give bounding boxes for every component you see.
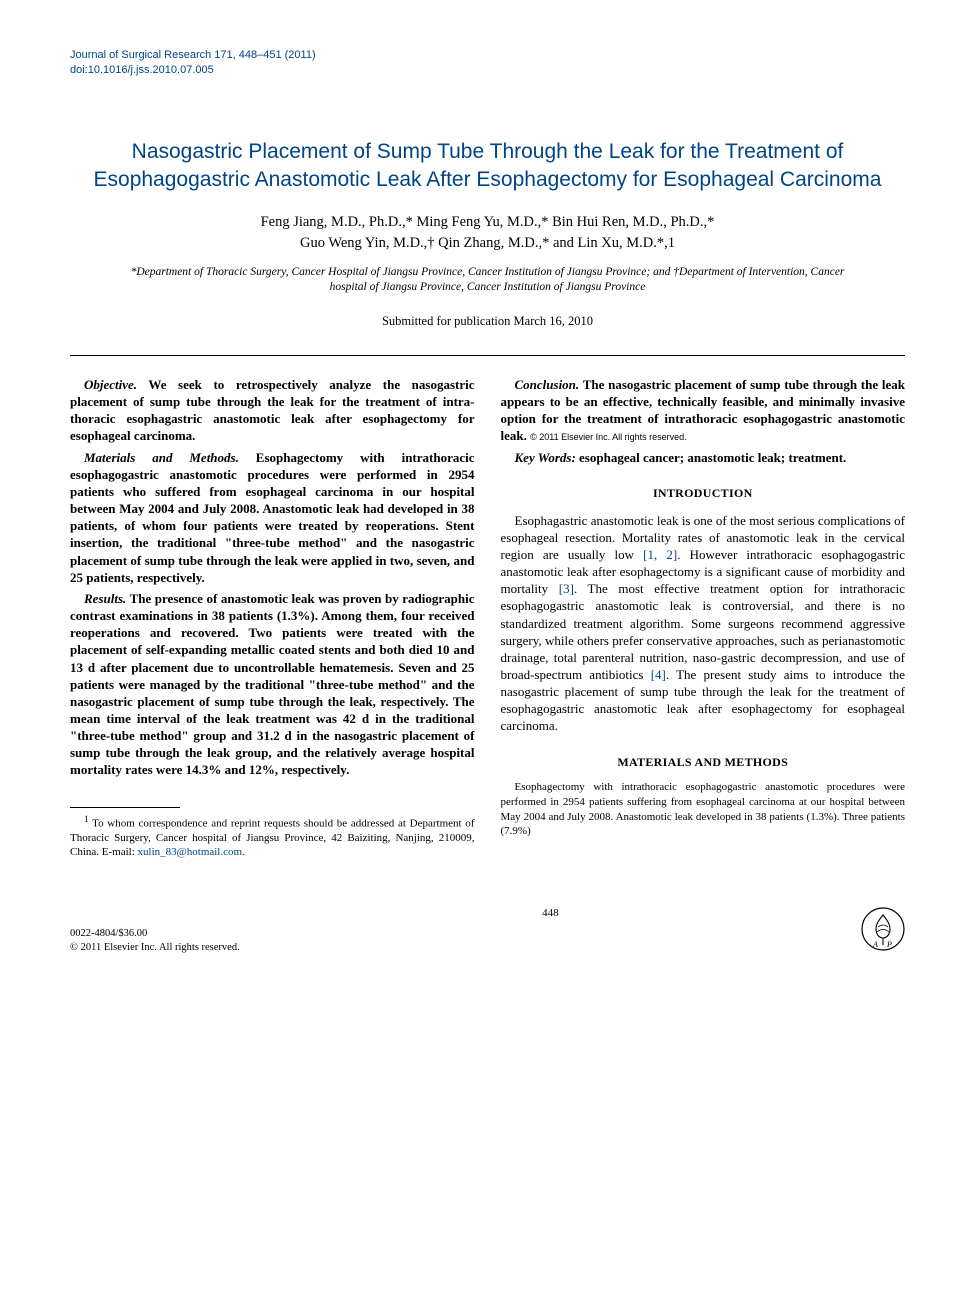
journal-citation: Journal of Surgical Research 171, 448–45…: [70, 48, 905, 63]
publisher-logo: A P: [861, 907, 905, 954]
affiliations: *Department of Thoracic Surgery, Cancer …: [118, 265, 858, 296]
left-column: Objective. We seek to retrospectively an…: [70, 376, 475, 859]
journal-doi: doi:10.1016/j.jss.2010.07.005: [70, 63, 905, 78]
svg-text:A: A: [872, 940, 878, 949]
page-number: 448: [542, 907, 559, 919]
authors: Feng Jiang, M.D., Ph.D.,* Ming Feng Yu, …: [70, 212, 905, 253]
abstract-conclusion: Conclusion. The nasogastric placement of…: [501, 376, 906, 445]
abstract-results-text: The presence of anastomotic leak was pro…: [70, 591, 475, 778]
correspondence-footnote: 1 To whom correspondence and reprint req…: [70, 814, 475, 860]
divider-rule: [70, 355, 905, 356]
abstract-methods-text: Esophagectomy with intrathoracic esophag…: [70, 450, 475, 585]
methods-paragraph: Esophagectomy with intrathoracic esophag…: [501, 780, 906, 838]
abstract-copyright: © 2011 Elsevier Inc. All rights reserved…: [530, 432, 687, 442]
footer-copyright: © 2011 Elsevier Inc. All rights reserved…: [70, 941, 240, 955]
page-footer: 0022-4804/$36.00 © 2011 Elsevier Inc. Al…: [70, 907, 905, 954]
abstract-conclusion-label: Conclusion.: [515, 377, 580, 392]
authors-line-2: Guo Weng Yin, M.D.,† Qin Zhang, M.D.,* a…: [70, 233, 905, 253]
svg-text:P: P: [886, 940, 892, 949]
abstract-results: Results. The presence of anastomotic lea…: [70, 590, 475, 779]
introduction-heading: INTRODUCTION: [501, 486, 906, 502]
footer-left: 0022-4804/$36.00 © 2011 Elsevier Inc. Al…: [70, 927, 240, 954]
footer-issn: 0022-4804/$36.00: [70, 927, 240, 941]
abstract-methods-label: Materials and Methods.: [84, 450, 239, 465]
footnote-text: To whom correspondence and reprint reque…: [70, 817, 475, 858]
footnote-marker: 1: [84, 814, 89, 824]
footnote-email-link[interactable]: xulin_83@hotmail.com.: [138, 846, 245, 858]
ref-link-4[interactable]: [4]: [651, 667, 666, 682]
authors-line-1: Feng Jiang, M.D., Ph.D.,* Ming Feng Yu, …: [70, 212, 905, 232]
article-title: Nasogastric Placement of Sump Tube Throu…: [88, 138, 888, 195]
elsevier-tree-icon: A P: [861, 907, 905, 951]
abstract-methods: Materials and Methods. Esophagectomy wit…: [70, 449, 475, 586]
abstract-objective-label: Objective.: [84, 377, 137, 392]
abstract-objective: Objective. We seek to retrospectively an…: [70, 376, 475, 445]
methods-heading: MATERIALS AND METHODS: [501, 755, 906, 771]
abstract-keywords: Key Words: esophageal cancer; anastomoti…: [501, 449, 906, 466]
keywords-label: Key Words:: [515, 450, 576, 465]
footnote-rule: [70, 807, 180, 808]
ref-link-1-2[interactable]: [1, 2]: [643, 547, 677, 562]
journal-info: Journal of Surgical Research 171, 448–45…: [70, 48, 905, 78]
keywords-text: esophageal cancer; anastomotic leak; tre…: [579, 450, 846, 465]
submitted-date: Submitted for publication March 16, 2010: [70, 314, 905, 329]
right-column: Conclusion. The nasogastric placement of…: [501, 376, 906, 859]
ref-link-3[interactable]: [3]: [559, 581, 574, 596]
introduction-paragraph: Esophagastric anastomotic leak is one of…: [501, 512, 906, 735]
two-column-body: Objective. We seek to retrospectively an…: [70, 376, 905, 859]
abstract-results-label: Results.: [84, 591, 126, 606]
